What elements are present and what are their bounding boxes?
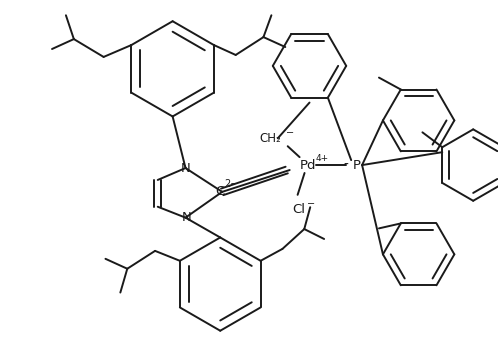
Text: 4+: 4+ (316, 154, 329, 163)
Text: N: N (182, 211, 192, 224)
Text: P: P (353, 159, 361, 171)
Text: CH₂: CH₂ (259, 132, 280, 145)
Text: C: C (216, 185, 225, 198)
Text: Pd: Pd (300, 159, 316, 171)
Text: −: − (308, 199, 316, 209)
Text: Cl: Cl (292, 203, 305, 216)
Text: −: − (286, 128, 294, 138)
Text: -: - (344, 158, 348, 172)
Text: 2−: 2− (224, 179, 238, 189)
Text: N: N (180, 162, 190, 175)
